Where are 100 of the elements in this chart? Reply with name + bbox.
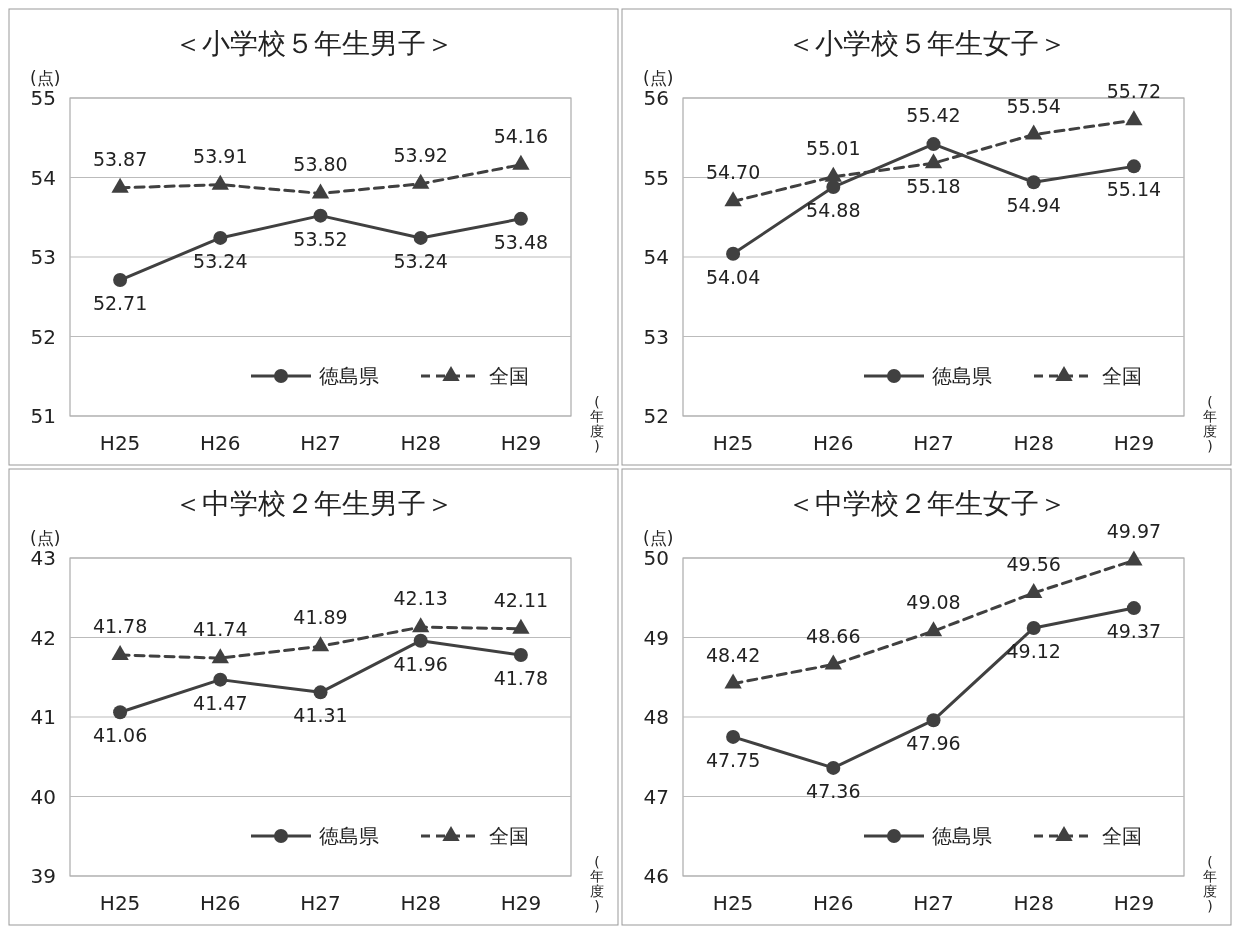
data-label: 49.97 [1106,520,1162,543]
data-label: 53.48 [493,230,549,253]
data-label: 41.89 [293,606,348,629]
y-axis-title: (点) [643,68,674,88]
data-label: 41.47 [193,691,248,714]
data-label: 53.92 [393,143,448,166]
y-tick-label: 43 [30,546,56,570]
data-label: 41.78 [493,666,549,689]
y-axis-title: (点) [643,528,674,548]
point [1125,110,1143,126]
point [1125,550,1143,566]
data-label: 55.18 [906,175,961,198]
x-tick-label: H25 [712,891,754,915]
point [724,191,742,207]
y-axis-title: (点) [30,528,61,548]
data-label: 55.72 [1106,80,1162,103]
data-label: 42.13 [393,587,448,610]
y-tick-label: 39 [30,864,56,888]
point [826,760,841,775]
x-axis-title: (年度) [1203,853,1217,914]
data-label: 54.88 [806,199,861,222]
x-tick-label: H27 [913,431,954,455]
point [824,654,842,670]
legend-label: 全国 [489,824,529,848]
point [826,180,841,195]
x-tick-label: H27 [300,891,341,915]
data-label: 54.04 [705,265,761,288]
y-tick-label: 56 [643,86,669,110]
x-tick-label: H26 [813,431,854,455]
data-label: 41.96 [393,652,448,675]
point [724,673,742,689]
data-label: 47.36 [806,779,861,802]
y-tick-label: 41 [30,705,56,729]
x-tick-label: H25 [99,891,141,915]
legend-label: 徳島県 [932,824,992,848]
y-tick-label: 54 [643,245,669,269]
data-label: 49.08 [906,591,961,614]
y-tick-label: 52 [643,404,669,428]
data-label: 41.74 [193,618,248,641]
data-label: 42.11 [493,588,549,611]
data-label: 41.31 [293,704,348,727]
y-tick-label: 55 [30,86,56,110]
y-tick-label: 55 [643,165,669,190]
y-tick-label: 40 [30,784,56,809]
data-label: 48.66 [806,624,861,647]
data-label: 55.01 [806,136,861,159]
data-label: 53.24 [193,249,248,272]
data-label: 53.24 [393,249,448,272]
data-label: 41.06 [92,724,148,747]
y-tick-label: 54 [30,165,56,190]
legend-label: 全国 [1102,824,1142,848]
x-tick-label: H29 [500,431,542,455]
data-label: 52.71 [92,292,148,315]
point [726,246,741,261]
chart-title: ＜小学校５年生男子＞ [173,27,454,60]
x-tick-label: H25 [99,431,141,455]
y-tick-label: 48 [643,705,669,729]
point [1025,124,1043,140]
data-label: 49.12 [1006,639,1061,662]
x-axis-title: (年度) [590,853,604,914]
data-label: 54.16 [493,124,549,147]
x-tick-label: H29 [1113,431,1155,455]
x-tick-label: H26 [813,891,854,915]
chart-title: ＜中学校２年生女子＞ [786,487,1067,520]
data-label: 47.75 [705,748,761,771]
point [726,729,741,744]
point [926,713,941,728]
data-label: 54.94 [1006,194,1061,217]
data-label: 55.54 [1006,94,1061,117]
x-tick-label: H26 [200,431,241,455]
data-label: 53.91 [193,144,248,167]
y-tick-label: 53 [643,324,669,349]
x-tick-label: H27 [913,891,954,915]
point [1025,582,1043,598]
data-label: 47.96 [906,732,961,755]
legend-label: 徳島県 [319,824,379,848]
legend-label: 全国 [489,364,529,388]
data-label: 53.52 [293,227,348,250]
point [824,166,842,182]
y-tick-label: 50 [643,546,669,570]
x-tick-label: H27 [300,431,341,455]
data-label: 54.70 [705,161,761,184]
x-axis-title: (年度) [1203,393,1217,454]
legend-label: 徳島県 [932,364,992,388]
legend-label: 徳島県 [319,364,379,388]
y-tick-label: 52 [30,324,56,349]
x-tick-label: H28 [1013,891,1054,915]
y-tick-label: 42 [30,625,56,650]
x-tick-label: H26 [200,891,241,915]
y-tick-label: 51 [30,404,56,428]
point [924,153,943,169]
x-tick-label: H28 [1013,431,1054,455]
data-label: 49.37 [1106,620,1162,643]
point [924,621,943,637]
data-label: 49.56 [1006,552,1061,575]
point [1026,175,1041,190]
y-axis-title: (点) [30,68,61,88]
point [1126,159,1141,174]
x-tick-label: H29 [500,891,542,915]
legend-label: 全国 [1102,364,1142,388]
